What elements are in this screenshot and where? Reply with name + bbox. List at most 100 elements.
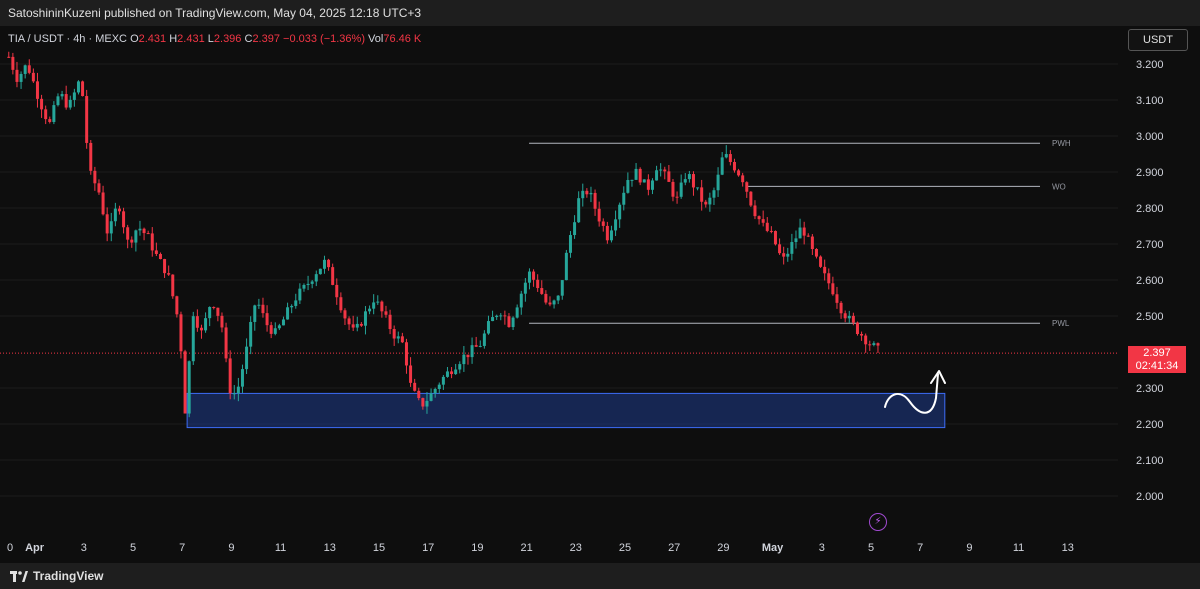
candle-body: [814, 249, 818, 257]
candle-body: [655, 170, 659, 181]
candle-body: [532, 271, 536, 280]
candle-body: [368, 308, 372, 312]
candle-body: [519, 293, 523, 308]
candle-body: [294, 300, 298, 306]
candle-body: [675, 196, 679, 198]
symbol-name[interactable]: TIA / USDT · 4h · MEXC: [8, 33, 127, 45]
price-chart[interactable]: PWH WO PWL 3.200 3.100 3.000 2.900 2.800 2.700 2…: [0, 26, 1200, 563]
candle-body: [35, 81, 39, 99]
projection-curve: [884, 373, 939, 414]
candle-body: [687, 174, 691, 180]
candle-body: [819, 256, 823, 267]
candle-body: [7, 56, 11, 58]
close-value: 2.397: [252, 33, 280, 45]
candle-body: [138, 228, 142, 231]
candle-body: [85, 96, 89, 143]
candle-body: [15, 69, 19, 82]
candle-body: [117, 208, 121, 212]
candle-body: [249, 321, 253, 347]
candle-body: [478, 345, 482, 347]
candle-body: [511, 317, 515, 328]
currency-button[interactable]: USDT: [1128, 29, 1188, 51]
footer-bar: TradingView: [0, 563, 1200, 589]
candle-body: [794, 238, 798, 243]
candle-body: [835, 294, 839, 303]
candles: [7, 51, 880, 418]
candle-body: [212, 307, 216, 309]
lightning-icon[interactable]: ⚡: [869, 513, 887, 531]
candle-body: [72, 92, 76, 100]
candle-body: [167, 273, 171, 275]
candle-body: [199, 327, 203, 331]
arrow-head-icon: [930, 370, 946, 384]
candle-body: [630, 179, 634, 181]
candle-body: [48, 119, 52, 122]
candle-body: [704, 201, 708, 205]
time-tick-label: 21: [520, 542, 532, 554]
candle-body: [277, 325, 281, 329]
candle-body: [560, 280, 564, 296]
high-value: 2.431: [177, 33, 205, 45]
symbol-legend: TIA / USDT · 4h · MEXC O2.431 H2.431 L2.…: [8, 33, 421, 45]
candle-body: [593, 192, 597, 209]
candle-body: [425, 400, 429, 407]
last-price: 2.397: [1143, 347, 1171, 359]
candle-body: [847, 315, 851, 319]
demand-zone: [186, 392, 946, 429]
price-tick-label: 2.800: [1136, 203, 1164, 215]
time-tick-label: 25: [619, 542, 631, 554]
candle-body: [589, 192, 593, 195]
candle-body: [499, 315, 503, 317]
candle-body: [646, 179, 650, 190]
candle-body: [515, 307, 519, 318]
candle-body: [712, 190, 716, 198]
candle-body: [331, 267, 335, 285]
candle-body: [597, 208, 601, 222]
candle-body: [76, 81, 80, 93]
candle-body: [626, 180, 630, 193]
candle-body: [855, 322, 859, 335]
candle-body: [466, 354, 470, 358]
candle-body: [790, 242, 794, 254]
candle-body: [388, 314, 392, 330]
candle-body: [64, 94, 68, 108]
candle-body: [802, 227, 806, 236]
candle-body: [851, 315, 855, 323]
time-tick-label: 11: [1013, 542, 1024, 554]
candle-body: [601, 221, 605, 226]
candle-body: [23, 65, 27, 74]
candle-body: [474, 345, 478, 347]
price-axis-bg: [1118, 26, 1200, 537]
candle-body: [404, 342, 408, 366]
candle-body: [786, 253, 790, 257]
candle-body: [552, 300, 556, 305]
candle-body: [437, 384, 441, 390]
candle-body: [81, 81, 85, 97]
time-axis[interactable]: 0 Apr 3 5 7 9 11 13 15 17 19 21 23 25 27 29 May 3 5 7 9 11 13: [7, 542, 1074, 554]
candle-body: [314, 274, 318, 282]
time-tick-label: 3: [81, 542, 87, 554]
candle-body: [97, 183, 101, 193]
candle-body: [482, 333, 486, 346]
candle-body: [634, 168, 638, 180]
candle-body: [618, 204, 622, 220]
time-tick-label: 17: [422, 542, 434, 554]
price-axis[interactable]: 3.200 3.100 3.000 2.900 2.800 2.700 2.600 2.500…: [1118, 26, 1200, 537]
candle-body: [93, 170, 97, 184]
time-tick-label: May: [762, 542, 784, 554]
candle-body: [163, 259, 167, 274]
candle-body: [745, 182, 749, 192]
candle-body: [380, 301, 384, 312]
last-price-tag: 2.397 02:41:34: [1128, 346, 1186, 373]
candle-body: [27, 65, 31, 73]
candle-body: [663, 169, 667, 172]
candle-body: [355, 323, 359, 328]
candle-body: [507, 316, 511, 328]
candle-body: [335, 284, 339, 298]
candle-body: [573, 222, 577, 236]
tradingview-logo[interactable]: TradingView: [10, 569, 103, 583]
candle-body: [470, 345, 474, 358]
candle-body: [708, 197, 712, 205]
candle-body: [581, 190, 585, 199]
candle-body: [445, 371, 449, 377]
